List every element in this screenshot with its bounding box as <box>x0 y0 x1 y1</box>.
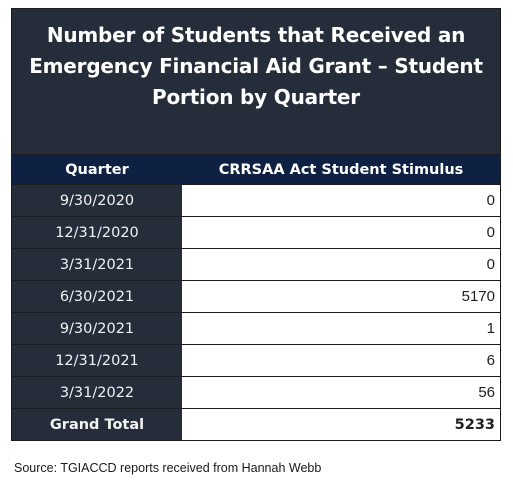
quarter-cell: 12/31/2020 <box>12 216 182 249</box>
table-row: 6/30/2021 5170 <box>12 280 500 313</box>
stimulus-table: Quarter CRRSAA Act Student Stimulus 9/30… <box>12 154 500 440</box>
header-row: Quarter CRRSAA Act Student Stimulus <box>12 154 500 185</box>
table-row: 9/30/2020 0 <box>12 184 500 217</box>
quarter-cell: 3/31/2021 <box>12 248 182 281</box>
table-row: 12/31/2020 0 <box>12 216 500 249</box>
quarter-cell: 3/31/2022 <box>12 376 182 409</box>
value-cell: 0 <box>182 184 500 217</box>
title-line-1: Number of Students that Received an <box>46 23 466 47</box>
quarter-cell: 6/30/2021 <box>12 280 182 313</box>
report-title: Number of Students that Received an Emer… <box>12 9 500 154</box>
quarter-cell: 12/31/2021 <box>12 344 182 377</box>
value-cell: 0 <box>182 248 500 281</box>
table-row: 3/31/2021 0 <box>12 248 500 281</box>
table-row: 3/31/2022 56 <box>12 376 500 409</box>
value-cell: 6 <box>182 344 500 377</box>
column-header-quarter: Quarter <box>12 154 182 185</box>
table-row: 12/31/2021 6 <box>12 344 500 377</box>
value-cell: 0 <box>182 216 500 249</box>
report-table-card: Number of Students that Received an Emer… <box>11 8 501 441</box>
column-header-stimulus: CRRSAA Act Student Stimulus <box>182 154 500 185</box>
value-cell: 1 <box>182 312 500 345</box>
source-note: Source: TGIACCD reports received from Ha… <box>14 461 322 475</box>
table-row: 9/30/2021 1 <box>12 312 500 345</box>
grand-total-label: Grand Total <box>12 408 182 440</box>
quarter-cell: 9/30/2021 <box>12 312 182 345</box>
quarter-cell: 9/30/2020 <box>12 184 182 217</box>
title-line-3: Portion by Quarter <box>152 85 360 109</box>
value-cell: 56 <box>182 376 500 409</box>
value-cell: 5170 <box>182 280 500 313</box>
grand-total-row: Grand Total 5233 <box>12 408 500 440</box>
grand-total-value: 5233 <box>182 408 500 440</box>
title-line-2: Emergency Financial Aid Grant – Student <box>29 54 483 78</box>
